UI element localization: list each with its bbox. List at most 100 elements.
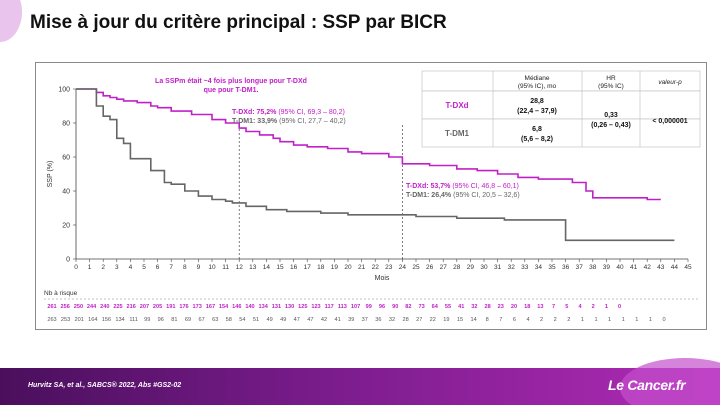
x-tick-label: 19	[331, 264, 339, 271]
risk-count-tdm1: 1	[649, 317, 652, 323]
risk-count-tdxd: 117	[325, 304, 334, 310]
risk-count-tdxd: 90	[392, 304, 398, 310]
y-axis-label: SSP (%)	[47, 161, 54, 188]
footer-band: Hurvitz SA, et al., SABCS® 2022, Abs #GS…	[0, 358, 720, 405]
x-tick-label: 8	[183, 264, 187, 271]
stats-pvalue: < 0,000001	[652, 118, 687, 125]
y-tick-label: 80	[62, 121, 70, 128]
stats-row-tdxd	[421, 90, 701, 120]
m24-tdm1-ci: (95% CI, 20,5 – 32,6)	[453, 192, 520, 199]
risk-count-tdxd: 23	[498, 304, 504, 310]
risk-count-tdxd: 82	[405, 304, 411, 310]
risk-count-tdxd: 216	[127, 304, 136, 310]
x-tick-label: 37	[576, 264, 584, 271]
risk-count-tdm1: 111	[129, 317, 138, 323]
headline-line-1: La SSPm était ~4 fois plus longue pour T…	[155, 78, 307, 85]
m24-tdm1-label: T-DM1:	[406, 192, 429, 199]
stats-tdxd-median: 28,8	[530, 98, 544, 105]
x-tick-label: 15	[276, 264, 284, 271]
risk-count-tdm1: 22	[430, 317, 436, 323]
x-tick-label: 45	[684, 264, 692, 271]
risk-count-tdm1: 41	[334, 317, 340, 323]
risk-count-tdxd: 5	[565, 304, 568, 310]
risk-count-tdxd: 176	[179, 304, 188, 310]
chart-annotations: La SSPm était ~4 fois plus longue pour T…	[155, 78, 520, 199]
risk-count-tdm1: 42	[321, 317, 327, 323]
risk-count-tdxd: 64	[432, 304, 439, 310]
m12-tdm1-label: T-DM1:	[232, 118, 255, 125]
risk-count-tdm1: 14	[470, 317, 476, 323]
x-tick-label: 27	[440, 264, 448, 271]
stats-row-tdm1	[421, 118, 701, 148]
risk-count-tdm1: 39	[348, 317, 354, 323]
x-tick-label: 5	[142, 264, 146, 271]
m12-tdxd-annotation: T-DXd: 75,2% (95% CI, 69,3 – 80,2)	[232, 109, 345, 116]
x-tick-label: 36	[562, 264, 570, 271]
x-tick-label: 23	[385, 264, 393, 271]
risk-count-tdxd: 173	[193, 304, 202, 310]
x-tick-label: 1	[88, 264, 92, 271]
stats-header-median: Médiane	[525, 75, 550, 82]
title-bar: Mise à jour du critère principal : SSP p…	[0, 0, 720, 46]
stats-tdm1-ci: (5,6 – 8,2)	[521, 136, 553, 143]
y-tick-label: 100	[58, 87, 70, 94]
risk-count-tdm1: 32	[389, 317, 395, 323]
risk-count-tdm1: 81	[171, 317, 177, 323]
x-tick-label: 24	[399, 264, 407, 271]
risk-count-tdm1: 134	[115, 317, 124, 323]
risk-count-tdm1: 15	[457, 317, 463, 323]
x-tick-label: 32	[508, 264, 516, 271]
x-tick-label: 18	[317, 264, 325, 271]
stats-header-pvalue: valeur-p	[658, 79, 682, 86]
risk-count-tdm1: 1	[608, 317, 611, 323]
x-tick-label: 38	[589, 264, 597, 271]
risk-count-tdxd: 107	[351, 304, 360, 310]
x-tick-label: 20	[344, 264, 352, 271]
risk-count-tdxd: 225	[113, 304, 122, 310]
risk-count-tdxd: 99	[366, 304, 372, 310]
x-tick-label: 42	[644, 264, 652, 271]
m12-tdm1-value: 33,9%	[257, 118, 278, 125]
x-tick-label: 40	[616, 264, 624, 271]
stats-tdxd-label: T-DXd	[445, 101, 468, 110]
risk-count-tdxd: 205	[153, 304, 162, 310]
x-tick-label: 10	[208, 264, 216, 271]
risk-count-tdxd: 131	[272, 304, 281, 310]
risk-count-tdxd: 32	[471, 304, 477, 310]
risk-count-tdxd: 113	[338, 304, 347, 310]
m24-tdxd-label: T-DXd:	[406, 183, 429, 190]
risk-count-tdxd: 130	[285, 304, 294, 310]
risk-count-tdm1: 47	[294, 317, 300, 323]
risk-count-tdm1: 49	[266, 317, 272, 323]
risk-count-tdm1: 67	[198, 317, 204, 323]
risk-count-tdm1: 27	[416, 317, 422, 323]
risk-count-tdm1: 96	[158, 317, 164, 323]
stats-hr-ci: (0,26 – 0,43)	[591, 122, 631, 129]
risk-count-tdxd: 73	[418, 304, 424, 310]
x-tick-label: 16	[290, 264, 298, 271]
risk-count-tdm1: 4	[526, 317, 529, 323]
risk-count-tdm1: 263	[47, 317, 56, 323]
risk-count-tdxd: 96	[379, 304, 385, 310]
slide-title: Mise à jour du critère principal : SSP p…	[30, 12, 447, 33]
risk-count-tdm1: 253	[61, 317, 70, 323]
km-curve-t-dm1	[76, 88, 675, 242]
risk-count-tdm1: 54	[239, 317, 245, 323]
stats-hr: 0,33	[604, 112, 618, 119]
risk-count-tdm1: 63	[212, 317, 218, 323]
risk-count-tdm1: 0	[662, 317, 665, 323]
corner-decoration	[0, 0, 22, 42]
risk-table: 261 256 250 244 240 225 216 207 205 191 176 173 167 1…	[47, 304, 665, 323]
y-tick-label: 0	[66, 257, 70, 264]
x-tick-label: 0	[74, 264, 78, 271]
x-tick-label: 11	[222, 264, 229, 271]
risk-count-tdm1: 1	[622, 317, 625, 323]
x-tick-label: 33	[521, 264, 529, 271]
x-tick-label: 39	[603, 264, 611, 271]
x-tick-label: 6	[156, 264, 160, 271]
m12-tdm1-ci: (95% CI, 27,7 – 40,2)	[279, 118, 346, 125]
chart-panel: 0 20 40 60 80 100 0 1 2 3 4 5 6 7 8 9 10 11 12 13 14 15 16 17 18…	[35, 62, 707, 330]
risk-count-tdxd: 146	[232, 304, 241, 310]
